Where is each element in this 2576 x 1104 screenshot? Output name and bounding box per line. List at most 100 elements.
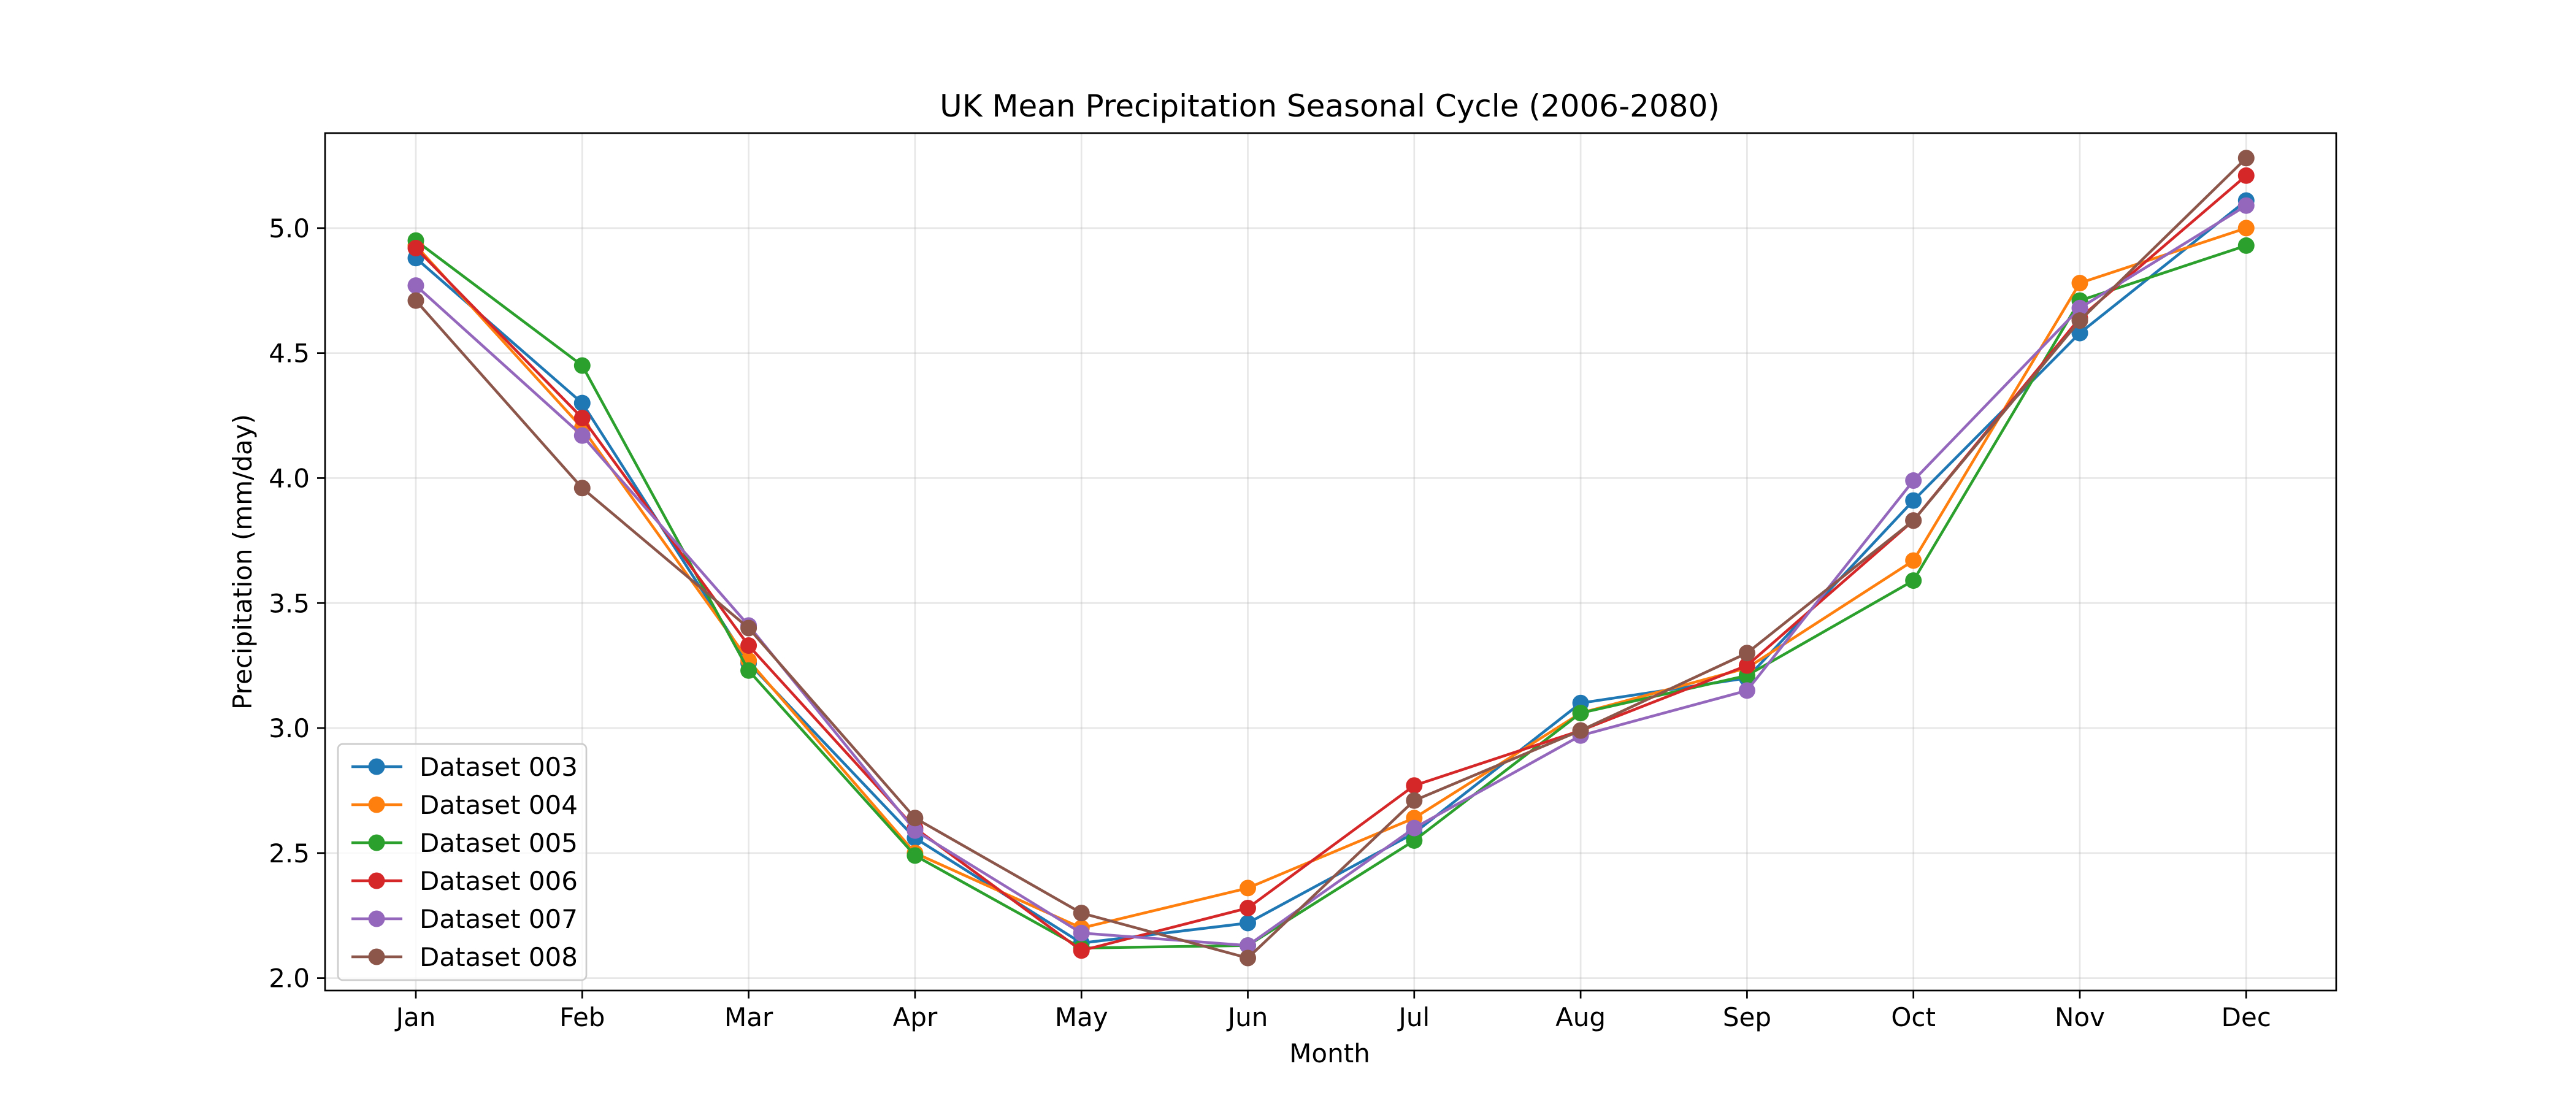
data-point [1073,905,1090,922]
series-layer [407,150,2255,967]
legend-label: Dataset 003 [420,752,578,782]
y-axis: 2.0 2.5 3.0 3.5 4.0 4.5 5.0 [269,213,325,994]
x-tick-label: Aug [1555,1002,1606,1032]
data-point [2071,312,2088,329]
data-point [1240,899,1256,916]
data-point [1406,792,1423,809]
data-point [2237,167,2255,184]
data-point [907,810,924,827]
data-point [573,394,591,412]
x-tick-label: Jun [1226,1002,1268,1032]
data-point [1905,492,1922,509]
legend-marker [368,834,385,851]
y-tick-label: 5.0 [269,213,310,243]
data-point [907,847,924,864]
series-2 [407,220,2255,937]
data-point [1905,512,1922,529]
series-6 [407,150,2255,967]
x-tick-label: Sep [1723,1002,1771,1032]
data-point [1905,472,1922,489]
y-tick-label: 3.5 [269,588,310,618]
legend-entry: Dataset 003 [351,752,578,782]
data-point [1406,777,1423,794]
data-point [573,427,591,444]
y-tick-label: 3.0 [269,713,310,743]
data-point [1240,937,1256,954]
legend-entry: Dataset 006 [351,866,578,896]
legend-marker [368,948,385,965]
series-line [415,204,2247,947]
legend-label: Dataset 008 [420,942,578,972]
data-point [573,410,591,427]
data-point [1073,924,1090,941]
data-point [1406,832,1423,849]
data-point [2237,220,2255,237]
data-point [1240,880,1256,897]
y-tick-label: 2.5 [269,838,310,868]
data-point [2071,324,2088,342]
legend-marker [368,796,385,813]
data-point [1572,705,1589,722]
y-tick-label: 4.0 [269,463,310,493]
legend-label: Dataset 004 [420,790,578,820]
plot-area-frame [324,132,2337,992]
legend-marker [368,758,385,775]
x-axis-label: Month [1289,1038,1370,1068]
data-point [573,357,591,374]
chart-title: UK Mean Precipitation Seasonal Cycle (20… [940,88,1720,124]
data-point [2237,150,2255,167]
y-tick-label: 2.0 [269,964,310,994]
legend-label: Dataset 007 [420,904,578,934]
grid-lines [325,133,2336,991]
data-point [1738,682,1755,699]
data-point [740,637,757,654]
x-tick-label: May [1055,1002,1108,1032]
x-tick-label: Mar [724,1002,773,1032]
data-point [1905,572,1922,589]
data-point [407,277,424,294]
x-tick-label: Dec [2221,1002,2271,1032]
legend-entry: Dataset 008 [351,942,578,972]
data-point [407,292,424,309]
y-tick-label: 4.5 [269,339,310,369]
series-line [415,239,2247,949]
x-tick-label: Oct [1891,1002,1936,1032]
legend-marker [368,910,385,927]
data-point [1073,942,1090,959]
data-point [907,822,924,839]
data-point [1572,722,1589,739]
data-point [573,480,591,497]
x-tick-label: Apr [893,1002,938,1032]
data-point [407,239,424,256]
legend-label: Dataset 005 [420,828,578,858]
data-point [2071,275,2088,292]
series-3 [407,232,2255,957]
data-point [740,619,757,637]
legend-label: Dataset 006 [420,866,578,896]
legend-box [337,743,588,981]
x-axis: Jan Feb Mar Apr May Jun Jul Aug Sep Oct Nov Dec [394,991,2271,1032]
x-tick-label: Feb [559,1002,605,1032]
series-line [415,157,2247,960]
x-tick-label: Jan [394,1002,436,1032]
y-axis-label: Precipitation (mm/day) [228,414,258,710]
legend-marker [368,872,385,889]
data-point [1240,914,1256,932]
data-point [1406,819,1423,837]
legend-entry: Dataset 007 [351,904,578,934]
legend-entry: Dataset 004 [351,790,578,820]
data-point [1738,657,1755,674]
series-line [415,199,2247,945]
x-tick-label: Nov [2055,1002,2105,1032]
x-tick-label: Jul [1397,1002,1430,1032]
data-point [1905,552,1922,569]
legend: Dataset 003 Dataset 004 Dataset 005 Dataset… [337,743,588,981]
data-point [1738,645,1755,662]
data-point [2237,197,2255,214]
legend-entry: Dataset 005 [351,828,578,858]
data-point [740,662,757,679]
data-point [1240,949,1256,967]
data-point [2237,237,2255,254]
data-point [2071,299,2088,316]
